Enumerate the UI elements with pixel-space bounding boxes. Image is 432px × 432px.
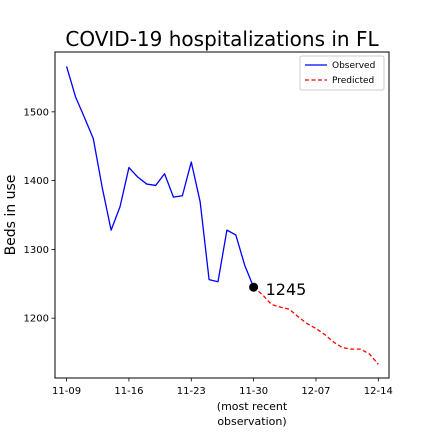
- series-layer: [65, 66, 379, 365]
- legend: Observed Predicted: [299, 55, 385, 91]
- y-tick-label: 1200: [24, 314, 49, 325]
- x-axis: 11-09 11-16 11-23 11-30 12-07 12-14: [52, 378, 393, 397]
- chart-title: COVID-19 hospitalizations in FL: [65, 27, 379, 51]
- latest-observation-point: [249, 282, 259, 292]
- y-tick-label: 1400: [24, 176, 49, 187]
- series-line-observed: [65, 66, 255, 288]
- x-tick-label: 12-07: [301, 386, 330, 397]
- plot-frame: [54, 51, 390, 379]
- y-axis: 1200 1300 1400 1500: [24, 107, 55, 325]
- x-tick-label: 12-14: [364, 386, 393, 397]
- legend-label-predicted: Predicted: [332, 76, 374, 86]
- x-tick-label: 11-30: [239, 386, 268, 397]
- x-tick-label: 11-16: [114, 386, 143, 397]
- latest-observation-label: 1245: [266, 280, 307, 299]
- x-tick-label: 11-23: [177, 386, 206, 397]
- series-line-predicted: [253, 286, 379, 365]
- y-axis-label: Beds in use: [3, 175, 19, 256]
- x-axis-note-line1: (most recent: [217, 400, 288, 413]
- x-tick-label: 11-09: [52, 386, 81, 397]
- y-tick-label: 1300: [24, 245, 49, 256]
- y-tick-label: 1500: [24, 107, 49, 118]
- x-axis-note-line2: observation): [217, 415, 286, 428]
- legend-label-observed: Observed: [332, 61, 375, 71]
